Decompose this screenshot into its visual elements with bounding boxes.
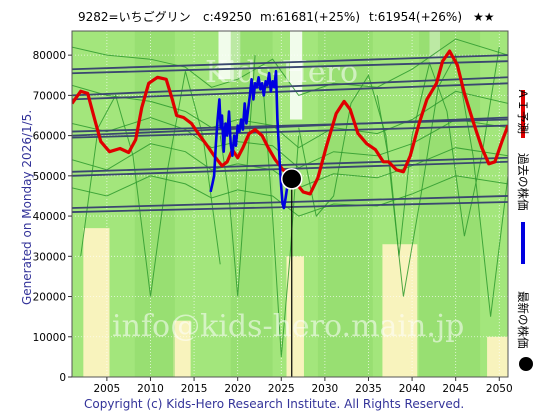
y-tick-label-80000: 80000 xyxy=(33,50,66,62)
legend-ai-swatch xyxy=(521,90,525,138)
x-tick-label-2050: 2050 xyxy=(486,383,513,395)
latest-price-marker xyxy=(280,168,303,190)
legend-latest-label: 最新の株価 xyxy=(516,291,530,349)
x-tick-label-2035: 2035 xyxy=(355,383,382,395)
x-tick-label-2005: 2005 xyxy=(94,383,121,395)
x-tick-label-2040: 2040 xyxy=(399,383,426,395)
y-tick-label-10000: 10000 xyxy=(33,332,66,344)
x-tick-label-2030: 2030 xyxy=(312,383,339,395)
legend-past-label: 過去の株価 xyxy=(516,153,530,211)
y-tick-label-50000: 50000 xyxy=(33,171,66,183)
y-tick-label-0: 0 xyxy=(59,372,66,384)
header-target: t:61954(+26%) xyxy=(369,10,462,24)
trend-line-4 xyxy=(72,118,508,133)
band-yellow-5 xyxy=(487,336,508,377)
x-tick-label-2025: 2025 xyxy=(268,383,295,395)
header-mid-target: m:61681(+25%) xyxy=(260,10,360,24)
axes: 0 10000 20000 30000 40000 50000 60000 70000 8000… xyxy=(33,30,513,395)
green-line-8 xyxy=(298,53,508,317)
legend-ai-label: ＡＩ予測 xyxy=(516,88,530,134)
legend-latest-marker xyxy=(519,357,533,371)
band-yellow-2 xyxy=(173,320,191,377)
legend: ＡＩ予測 過去の株価 最新の株価 xyxy=(516,88,533,371)
band-yellow-1 xyxy=(83,228,110,377)
trend-lines xyxy=(72,54,508,213)
header-current-price: c:49250 xyxy=(203,10,252,24)
x-tick-label-2045: 2045 xyxy=(442,383,469,395)
watermark-bottom: info@kids-hero.main.jp xyxy=(112,309,464,344)
header-rating: ★★ xyxy=(473,10,495,24)
trend-line-6 xyxy=(72,124,508,139)
trend-line-1 xyxy=(72,60,508,75)
x-tick-label-2010: 2010 xyxy=(137,383,164,395)
copyright-footer: Copyright (c) Kids-Hero Research Institu… xyxy=(84,397,464,411)
trend-line-5 xyxy=(72,116,508,137)
trend-line-9 xyxy=(72,195,508,209)
band-white-7 xyxy=(290,31,303,120)
generated-date-text: Generated on Monday 2026/1/5. xyxy=(20,110,34,305)
y-tick-label-40000: 40000 xyxy=(33,211,66,223)
y-tick-label-20000: 20000 xyxy=(33,292,66,304)
green-line-5 xyxy=(80,71,221,297)
trend-line-10 xyxy=(72,201,508,213)
price-series xyxy=(72,49,508,377)
x-tick-label-2020: 2020 xyxy=(224,383,251,395)
band-yellow-3 xyxy=(286,256,304,377)
green-line-7 xyxy=(263,95,300,357)
legend-past-swatch xyxy=(521,222,525,264)
trend-line-7 xyxy=(72,156,508,173)
past-price-line xyxy=(209,69,293,210)
y-tick-label-60000: 60000 xyxy=(33,131,66,143)
y-tick-label-70000: 70000 xyxy=(33,90,66,102)
y-tick-label-30000: 30000 xyxy=(33,251,66,263)
green-line-3 xyxy=(72,38,508,96)
x-tick-label-2015: 2015 xyxy=(181,383,208,395)
plot-frame xyxy=(71,30,509,378)
green-line-4 xyxy=(72,175,508,217)
trend-line-0 xyxy=(72,54,508,71)
header-code-name: 9282=いちごグリン xyxy=(78,9,191,24)
